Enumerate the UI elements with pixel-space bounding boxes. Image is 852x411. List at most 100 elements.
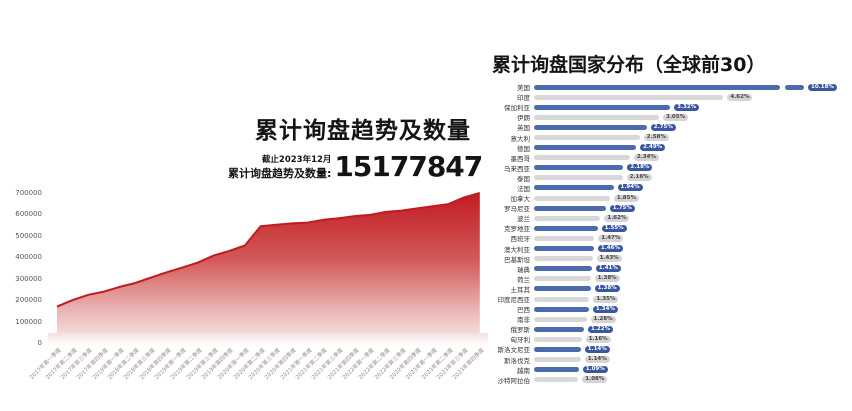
bar-row: 克罗地亚 1.55%	[488, 223, 850, 233]
trend-stats-labels: 截止2023年12月 累计询盘趋势及数量:	[228, 154, 331, 181]
bar-track: 1.35%	[534, 294, 850, 304]
bar-row: 印度 4.62%	[488, 92, 850, 102]
percent-badge: 1.38%	[594, 275, 620, 283]
bar	[534, 246, 594, 252]
y-tick-label: 100000	[15, 317, 42, 326]
percent-badge: 1.55%	[601, 224, 627, 232]
country-label: 法国	[517, 184, 530, 193]
bar	[534, 145, 637, 151]
bar-row: 法国 1.94%	[488, 183, 850, 193]
distribution-chart-title: 累计询盘国家分布（全球前30）	[492, 53, 766, 76]
bar-track: 1.46%	[534, 244, 850, 254]
bar-row: 荷兰 1.38%	[488, 274, 850, 284]
bar	[534, 84, 780, 90]
area-fill	[57, 193, 480, 343]
trend-y-axis: 0 100000 200000 300000 400000 500000 600000 700…	[0, 186, 46, 347]
bar-row: 沙特阿拉伯 1.08%	[488, 375, 850, 385]
bar-track: 1.08%	[534, 375, 850, 385]
bar	[534, 316, 587, 322]
percent-badge: 1.22%	[588, 325, 614, 333]
bar-track: 1.14%	[534, 344, 850, 354]
as-of-date-label: 截止2023年12月	[261, 155, 332, 165]
bar	[534, 175, 623, 181]
bar-track: 3.32%	[534, 102, 850, 112]
country-label: 加拿大	[510, 195, 531, 204]
percent-badge: 10.18%	[808, 83, 837, 91]
trend-stats: 截止2023年12月 累计询盘趋势及数量: 15177847	[228, 153, 483, 181]
bar-row: 伊朗 3.05%	[488, 112, 850, 122]
country-label: 伊朗	[517, 114, 530, 123]
country-bar-list: 美国 10.18% 印度 4.62% 保加利亚 3.32% 伊朗 3.05% 英国 2.75% 意大…	[488, 82, 850, 385]
bar-track: 1.16%	[534, 334, 850, 344]
country-label: 斯洛伐克	[504, 356, 530, 365]
cumulative-count-value: 15177847	[334, 150, 483, 183]
country-label: 保加利亚	[504, 104, 530, 113]
bar-track: 2.16%	[534, 173, 850, 183]
bar-row: 匈牙利 1.16%	[488, 334, 850, 344]
bar-row: 加拿大 1.85%	[488, 193, 850, 203]
bar-row: 越南 1.09%	[488, 365, 850, 375]
bar	[534, 276, 591, 282]
bar-track: 1.75%	[534, 203, 850, 213]
y-tick-label: 200000	[15, 296, 42, 305]
country-label: 俄罗斯	[510, 326, 531, 335]
percent-badge: 1.34%	[592, 305, 618, 313]
percent-badge: 1.47%	[598, 234, 624, 242]
bar	[534, 326, 584, 332]
bar	[534, 306, 589, 312]
percent-badge: 3.05%	[663, 113, 689, 121]
country-label: 马来西亚	[504, 164, 530, 173]
bar-track: 1.34%	[534, 304, 850, 314]
percent-badge: 2.16%	[626, 174, 652, 182]
bar	[534, 195, 610, 201]
y-tick-label: 0	[37, 339, 42, 347]
country-label: 瑞典	[517, 265, 530, 274]
bar-row: 斯洛文尼亚 1.14%	[488, 344, 850, 354]
country-label: 德国	[517, 144, 530, 153]
y-tick-label: 500000	[15, 231, 42, 240]
trend-x-axis: 2017年第一季度 2017年第二季度 2017年第三季度 2017年第四季度 2018…	[29, 346, 490, 410]
percent-badge: 2.18%	[627, 164, 653, 172]
bar	[534, 165, 624, 171]
bar	[534, 124, 647, 130]
bar-row: 斯洛伐克 1.14%	[488, 355, 850, 365]
bar	[534, 155, 630, 161]
bar-track: 2.58%	[534, 133, 850, 143]
bar-track: 2.75%	[534, 122, 850, 132]
bar-row: 巴基斯坦 1.43%	[488, 254, 850, 264]
bar-row: 意大利 2.58%	[488, 132, 850, 143]
country-label: 印度尼西亚	[497, 296, 531, 305]
bar	[534, 377, 579, 383]
percent-badge: 1.41%	[595, 265, 621, 273]
bar-break-segment	[785, 84, 804, 90]
bar-row: 保加利亚 3.32%	[488, 102, 850, 112]
bar-track: 1.43%	[534, 254, 850, 264]
bar-track: 1.09%	[534, 365, 850, 375]
bar-track: 1.41%	[534, 264, 850, 274]
bar-row: 瑞典 1.41%	[488, 264, 850, 274]
country-label: 泰国	[517, 174, 530, 183]
bar-track: 1.85%	[534, 193, 850, 203]
bar-track: 1.28%	[534, 314, 850, 324]
country-label: 美国	[517, 84, 530, 93]
country-label: 南非	[517, 316, 530, 325]
percent-badge: 1.46%	[597, 245, 623, 253]
trend-chart-title: 累计询盘趋势及数量	[255, 118, 471, 145]
bar-row: 德国 2.49%	[488, 143, 850, 153]
country-label: 巴基斯坦	[504, 255, 530, 264]
percent-badge: 2.34%	[633, 154, 659, 162]
country-label: 印度	[517, 94, 530, 103]
bar-track: 1.55%	[534, 223, 850, 233]
bar-row: 美国 10.18%	[488, 82, 850, 92]
bar	[534, 296, 590, 302]
country-label: 克罗地亚	[504, 225, 530, 234]
bar	[534, 94, 724, 100]
percent-badge: 3.32%	[674, 103, 700, 111]
bar-row: 澳大利亚 1.46%	[488, 244, 850, 254]
percent-badge: 1.75%	[609, 204, 635, 212]
bar	[534, 367, 579, 373]
bar-row: 泰国 2.16%	[488, 173, 850, 183]
percent-badge: 2.75%	[650, 123, 676, 131]
percent-badge: 1.35%	[593, 295, 619, 303]
bar-track: 3.05%	[534, 112, 850, 122]
